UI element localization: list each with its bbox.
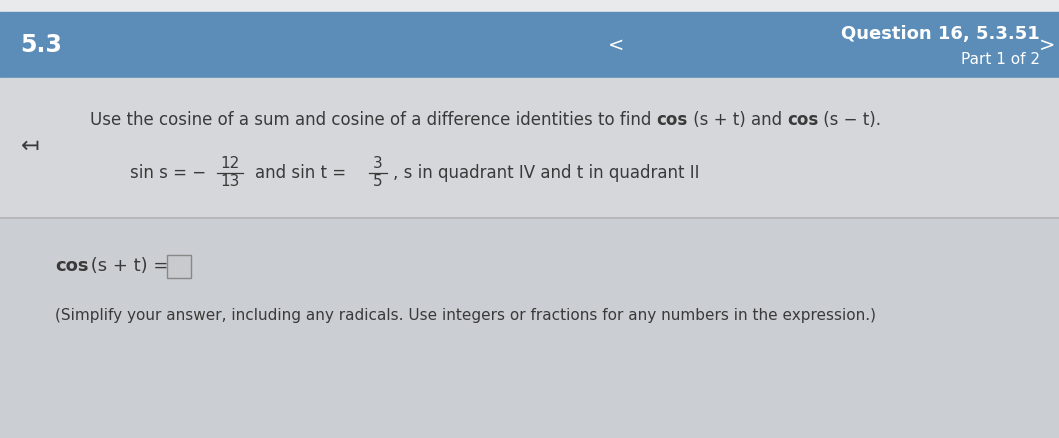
Text: 5.3: 5.3 — [20, 33, 61, 57]
Text: (s + t) =: (s + t) = — [85, 257, 174, 275]
Text: , s in quadrant IV and t in quadrant II: , s in quadrant IV and t in quadrant II — [393, 164, 700, 182]
Text: 5: 5 — [373, 174, 382, 190]
Text: cos: cos — [55, 257, 89, 275]
Bar — [0, 78, 1059, 438]
Text: (Simplify your answer, including any radicals. Use integers or fractions for any: (Simplify your answer, including any rad… — [55, 308, 876, 323]
Text: 12: 12 — [220, 156, 239, 172]
Text: cos: cos — [787, 111, 819, 129]
Text: Use the cosine of a sum and cosine of a difference identities to find: Use the cosine of a sum and cosine of a … — [90, 111, 657, 129]
Text: and sin t =: and sin t = — [255, 164, 346, 182]
Text: cos: cos — [657, 111, 688, 129]
Text: 13: 13 — [220, 174, 239, 190]
Text: 3: 3 — [373, 156, 383, 172]
Text: (s − t).: (s − t). — [819, 111, 881, 129]
Text: ↤: ↤ — [21, 136, 39, 156]
Text: >: > — [1039, 35, 1055, 54]
Bar — [0, 0, 1059, 12]
Text: <: < — [608, 35, 624, 54]
Bar — [0, 218, 1059, 438]
Bar — [167, 255, 191, 278]
Text: Part 1 of 2: Part 1 of 2 — [961, 52, 1040, 67]
Text: sin s = −: sin s = − — [130, 164, 207, 182]
Bar — [0, 12, 1059, 78]
Text: Question 16, 5.3.51: Question 16, 5.3.51 — [841, 25, 1040, 43]
Text: (s + t) and: (s + t) and — [688, 111, 787, 129]
